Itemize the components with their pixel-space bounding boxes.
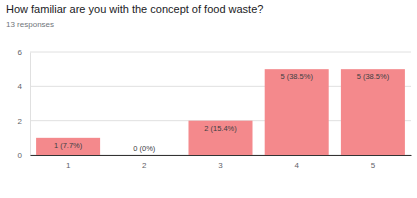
x-tick-label: 2 bbox=[142, 161, 147, 170]
x-tick: 5 bbox=[371, 155, 376, 170]
x-tick-label: 3 bbox=[218, 161, 223, 170]
y-tick-label: 2 bbox=[18, 117, 23, 126]
plot: 0 2 4 6 1 2 3 4 5 1 (7.7%) 0 (0%) 2 (15.4%) 5 (38.5%… bbox=[18, 48, 412, 170]
bar bbox=[341, 69, 405, 155]
bar bbox=[112, 155, 176, 156]
x-tick-label: 1 bbox=[66, 161, 71, 170]
grid bbox=[30, 52, 411, 155]
chart: How familiar are you with the concept of… bbox=[0, 0, 417, 198]
y-axis: 0 2 4 6 bbox=[18, 48, 31, 160]
y-tick-label: 6 bbox=[18, 48, 23, 57]
x-tick-label: 4 bbox=[294, 161, 299, 170]
data-label: 5 (38.5%) bbox=[280, 72, 313, 81]
y-tick: 4 bbox=[18, 82, 30, 91]
y-tick: 2 bbox=[18, 117, 30, 126]
data-label: 5 (38.5%) bbox=[357, 72, 390, 81]
x-axis-line bbox=[31, 155, 412, 156]
x-tick-label: 5 bbox=[371, 161, 376, 170]
data-label: 0 (0%) bbox=[133, 144, 156, 153]
y-tick: 6 bbox=[18, 48, 30, 57]
grid-line bbox=[30, 52, 411, 53]
title: How familiar are you with the concept of… bbox=[6, 3, 263, 15]
y-axis-line bbox=[30, 53, 31, 156]
data-labels: 1 (7.7%) 0 (0%) 2 (15.4%) 5 (38.5%) 5 (38.5%… bbox=[54, 72, 390, 153]
x-tick: 4 bbox=[294, 155, 299, 170]
y-tick-label: 0 bbox=[18, 151, 23, 160]
x-tick: 1 bbox=[66, 155, 71, 170]
y-tick-label: 4 bbox=[18, 82, 23, 91]
x-tick: 2 bbox=[142, 155, 147, 170]
bars bbox=[36, 69, 405, 155]
data-label: 1 (7.7%) bbox=[54, 141, 83, 150]
bar bbox=[188, 121, 252, 155]
x-axis: 1 2 3 4 5 bbox=[31, 155, 412, 170]
subtitle: 13 responses bbox=[6, 20, 54, 29]
bar bbox=[265, 69, 329, 155]
data-label: 2 (15.4%) bbox=[204, 124, 237, 133]
y-tick: 0 bbox=[18, 151, 30, 160]
bar bbox=[36, 138, 100, 155]
x-tick: 3 bbox=[218, 155, 223, 170]
